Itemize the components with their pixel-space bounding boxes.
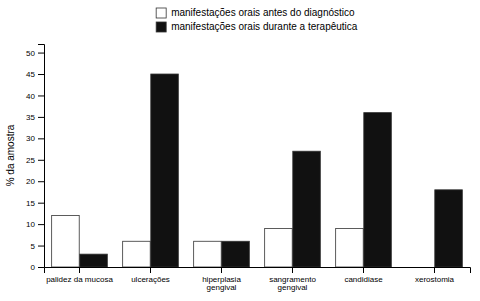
tick-mark xyxy=(79,267,80,273)
tick-mark xyxy=(363,267,364,273)
y-axis-title: % da amostra xyxy=(5,124,16,186)
tick-mark xyxy=(434,267,435,273)
x-tick: hiperplasiagengival xyxy=(202,267,241,292)
x-tick: candidiase xyxy=(344,267,383,284)
y-tick-label: 40 xyxy=(26,92,35,101)
y-tick-label: 35 xyxy=(26,113,35,122)
y-tick: 45 xyxy=(26,70,44,79)
x-tick: palidez da mucosa xyxy=(46,267,113,284)
axis-line xyxy=(38,45,45,268)
y-tick: 35 xyxy=(26,113,44,122)
legend-item: manifestações orais durante a terapêutic… xyxy=(156,21,358,32)
tick-mark xyxy=(38,74,44,75)
legend-item: manifestações orais antes do diagnóstico xyxy=(156,7,355,18)
tick-mark xyxy=(38,95,44,96)
bar-series xyxy=(80,74,463,267)
y-tick-label: 20 xyxy=(26,177,35,186)
y-axis: 0 5 10 15 20 25 30 35 40 45 50 xyxy=(26,45,44,273)
x-tick: sangramentogengival xyxy=(269,267,316,292)
y-tick-label: 50 xyxy=(26,49,35,58)
bar xyxy=(80,254,108,267)
x-tick: ulcerações xyxy=(131,267,170,284)
legend: manifestações orais antes do diagnóstico… xyxy=(156,7,358,32)
y-tick-label: 45 xyxy=(26,70,35,79)
tick-mark xyxy=(38,267,44,268)
bar xyxy=(336,228,364,267)
bar xyxy=(222,241,250,267)
bar xyxy=(123,241,151,267)
y-tick-label: 30 xyxy=(26,134,35,143)
y-tick-label: 10 xyxy=(26,220,35,229)
plot: palidez da mucosa ulcerações hiperplasiage… xyxy=(26,45,470,293)
tick-mark xyxy=(221,267,222,273)
legend-swatch xyxy=(156,22,166,32)
x-tick-label: palidez da mucosa xyxy=(46,275,113,284)
bar xyxy=(364,113,392,267)
tick-mark xyxy=(38,181,44,182)
bars xyxy=(52,74,463,267)
y-tick-label: 25 xyxy=(26,156,35,165)
chart: palidez da mucosa ulcerações hiperplasiage… xyxy=(0,0,480,301)
y-tick: 5 xyxy=(31,242,44,251)
x-tick-label: candidiase xyxy=(344,275,383,284)
tick-mark xyxy=(38,224,44,225)
y-tick: 0 xyxy=(31,263,44,272)
y-tick: 20 xyxy=(26,177,44,186)
tick-mark xyxy=(38,138,44,139)
y-tick-label: 5 xyxy=(31,242,36,251)
x-tick-label: hiperplasiagengival xyxy=(202,275,241,293)
y-tick: 15 xyxy=(26,199,44,208)
bar xyxy=(435,190,463,267)
legend-label: manifestações orais antes do diagnóstico xyxy=(171,7,355,18)
y-tick: 30 xyxy=(26,134,44,143)
legend-swatch xyxy=(156,8,166,18)
tick-mark xyxy=(38,246,44,247)
tick-mark xyxy=(292,267,293,273)
bar xyxy=(265,228,293,267)
tick-mark xyxy=(38,53,44,54)
y-tick: 40 xyxy=(26,92,44,101)
y-tick-label: 15 xyxy=(26,199,35,208)
tick-mark xyxy=(38,203,44,204)
x-tick-label: sangramentogengival xyxy=(269,275,316,293)
legend-label: manifestações orais durante a terapêutic… xyxy=(171,21,358,32)
tick-mark xyxy=(38,160,44,161)
y-tick-label: 0 xyxy=(31,263,36,272)
axis-line xyxy=(45,268,471,274)
x-tick: xerostomia xyxy=(415,267,455,284)
y-tick: 50 xyxy=(26,49,44,58)
bar xyxy=(293,151,321,267)
tick-mark xyxy=(150,267,151,273)
x-tick-label: ulcerações xyxy=(131,275,170,284)
tick-mark xyxy=(38,117,44,118)
bar xyxy=(407,267,435,268)
y-tick: 10 xyxy=(26,220,44,229)
y-tick: 25 xyxy=(26,156,44,165)
bar xyxy=(151,74,179,267)
bar xyxy=(52,216,80,267)
x-axis: palidez da mucosa ulcerações hiperplasiage… xyxy=(45,267,471,292)
x-tick-label: xerostomia xyxy=(415,275,455,284)
bar xyxy=(194,241,222,267)
